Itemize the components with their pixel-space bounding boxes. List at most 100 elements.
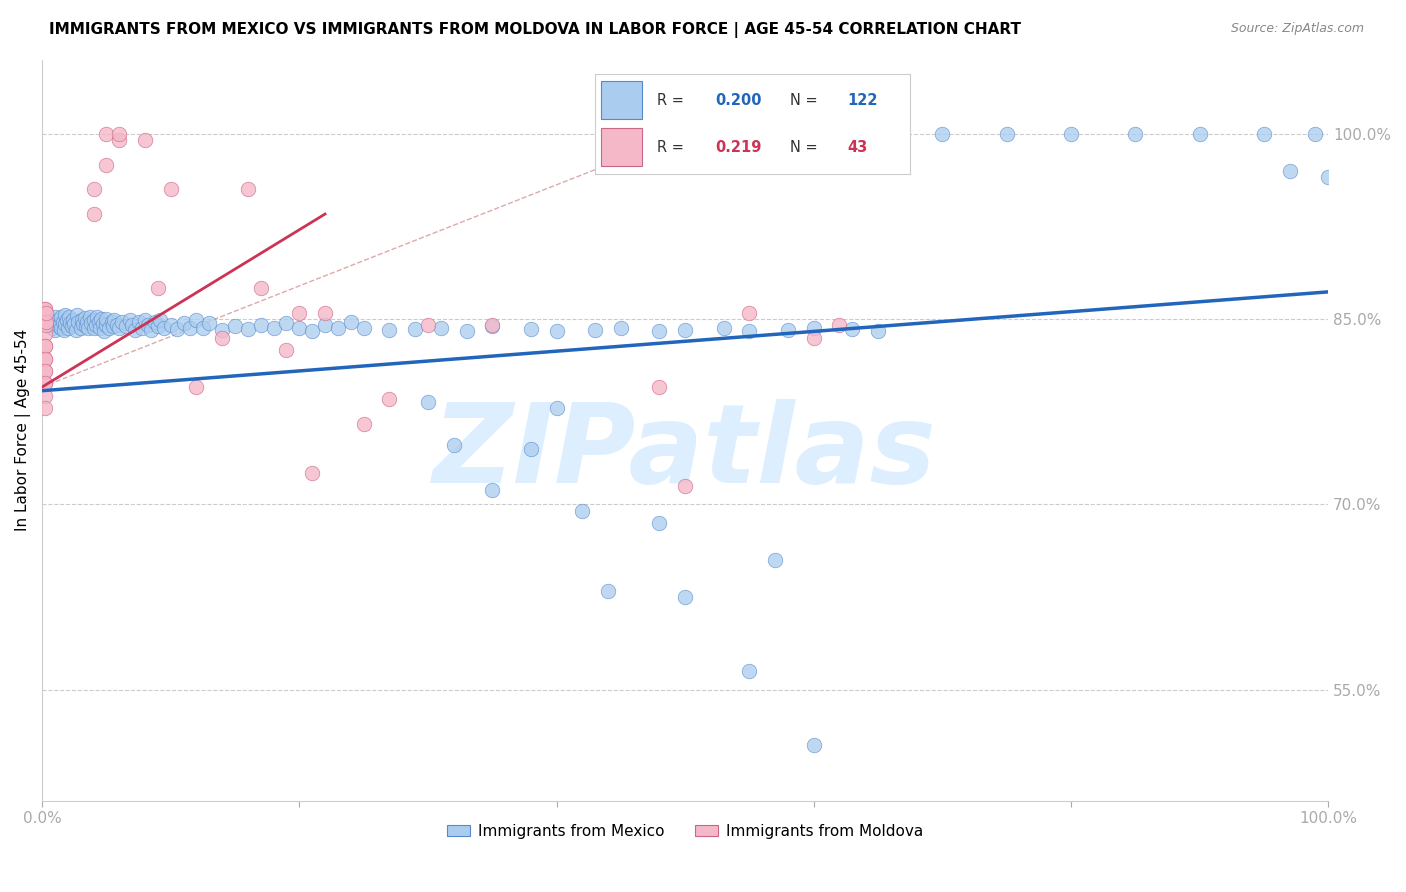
Point xyxy=(713,320,735,334)
Text: ZIPatlas: ZIPatlas xyxy=(433,399,936,506)
Point xyxy=(96,127,118,141)
Point xyxy=(186,313,208,327)
Point xyxy=(738,325,761,339)
Point xyxy=(429,320,451,334)
Point xyxy=(249,318,271,333)
Point xyxy=(763,553,786,567)
Point xyxy=(610,320,633,334)
Point xyxy=(73,310,96,325)
Point xyxy=(55,313,77,327)
Point xyxy=(236,322,259,336)
Point xyxy=(166,322,188,336)
Point xyxy=(841,322,863,336)
Point xyxy=(803,739,825,753)
Point xyxy=(314,306,336,320)
Point xyxy=(378,392,401,407)
Point xyxy=(648,516,671,530)
Point xyxy=(76,314,98,328)
Point xyxy=(83,313,105,327)
Point xyxy=(583,323,606,337)
Point xyxy=(571,503,593,517)
Point xyxy=(83,182,105,196)
Point xyxy=(72,317,94,331)
Point xyxy=(211,330,233,344)
Point xyxy=(108,320,131,334)
Legend: Immigrants from Mexico, Immigrants from Moldova: Immigrants from Mexico, Immigrants from … xyxy=(441,818,929,845)
Point xyxy=(77,320,100,334)
Point xyxy=(51,310,73,324)
Point xyxy=(70,313,93,327)
Point xyxy=(339,314,361,328)
Point xyxy=(34,376,56,391)
Point xyxy=(34,302,56,317)
Point xyxy=(546,401,568,415)
Point xyxy=(100,314,122,328)
Point xyxy=(314,318,336,333)
Point xyxy=(803,330,825,344)
Point xyxy=(738,664,761,678)
Point xyxy=(38,318,60,333)
Point xyxy=(67,314,90,328)
Point xyxy=(49,317,72,331)
Point xyxy=(34,339,56,353)
Point xyxy=(53,317,76,331)
Point xyxy=(48,319,70,334)
Point xyxy=(211,323,233,337)
Point xyxy=(263,320,285,334)
Text: Source: ZipAtlas.com: Source: ZipAtlas.com xyxy=(1230,22,1364,36)
Point xyxy=(35,314,58,328)
Point xyxy=(443,438,465,452)
Point xyxy=(34,339,56,353)
Point xyxy=(66,309,89,323)
Point xyxy=(91,317,114,331)
Point xyxy=(34,364,56,378)
Point xyxy=(224,319,246,334)
Point xyxy=(456,325,478,339)
Point xyxy=(596,583,619,598)
Point xyxy=(198,316,221,330)
Point xyxy=(51,320,73,334)
Point xyxy=(520,322,543,336)
Point xyxy=(111,314,134,328)
Point xyxy=(143,314,166,328)
Point xyxy=(105,318,128,333)
Point xyxy=(53,323,76,337)
Point xyxy=(134,313,156,327)
Point xyxy=(41,320,63,334)
Point xyxy=(75,319,97,334)
Point xyxy=(34,314,56,328)
Point xyxy=(1060,127,1083,141)
Point xyxy=(62,313,84,327)
Point xyxy=(103,313,125,327)
Point xyxy=(34,302,56,317)
Point xyxy=(79,310,101,324)
Point xyxy=(288,320,311,334)
Point xyxy=(131,320,153,334)
Point xyxy=(995,127,1018,141)
Point xyxy=(96,318,118,333)
Point xyxy=(1188,127,1211,141)
Point xyxy=(124,323,146,337)
Point xyxy=(1303,127,1326,141)
Point xyxy=(179,320,201,334)
Point xyxy=(128,314,150,328)
Point xyxy=(159,318,181,333)
Point xyxy=(93,325,115,339)
Point xyxy=(118,313,141,327)
Point xyxy=(34,401,56,415)
Point xyxy=(46,313,69,327)
Point xyxy=(153,320,176,334)
Point xyxy=(173,316,195,330)
Point xyxy=(96,158,118,172)
Point xyxy=(34,389,56,403)
Point xyxy=(249,281,271,295)
Point xyxy=(84,318,107,333)
Point xyxy=(44,316,66,330)
Point xyxy=(63,317,86,331)
Point xyxy=(404,322,426,336)
Point xyxy=(1253,127,1275,141)
Point xyxy=(56,320,79,334)
Text: IMMIGRANTS FROM MEXICO VS IMMIGRANTS FROM MOLDOVA IN LABOR FORCE | AGE 45-54 COR: IMMIGRANTS FROM MEXICO VS IMMIGRANTS FRO… xyxy=(49,22,1021,38)
Point xyxy=(481,319,503,334)
Point xyxy=(159,182,181,196)
